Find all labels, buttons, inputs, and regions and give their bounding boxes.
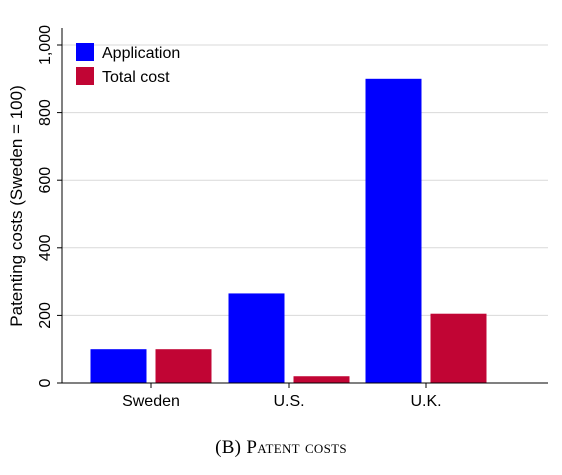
bar-chart: 0 200 400 600 800 1,000 Sweden U.S. U.K. Patent… [7, 25, 548, 410]
bar-sweden-total-cost [155, 349, 212, 383]
y-tick-label: 200 [37, 302, 54, 329]
bar-us-total-cost [293, 376, 350, 383]
x-axis-ticks: Sweden U.S. U.K. [122, 383, 442, 410]
y-tick-label: 1,000 [37, 25, 54, 65]
caption-text: Patent costs [246, 437, 347, 458]
x-tick-label: U.K. [410, 393, 441, 410]
legend-label: Total cost [102, 69, 170, 86]
legend-swatch [76, 67, 94, 85]
bar-uk-total-cost [430, 313, 487, 383]
y-tick-label: 0 [37, 378, 54, 387]
y-axis-ticks: 0 200 400 600 800 1,000 [37, 25, 62, 387]
figure-caption: (B) Patent costs [0, 437, 562, 459]
bar-uk-application [365, 78, 422, 384]
y-tick-label: 400 [37, 234, 54, 261]
y-tick-label: 600 [37, 167, 54, 194]
y-tick-label: 800 [37, 99, 54, 126]
y-axis-label: Patenting costs (Sweden = 100) [7, 85, 26, 326]
bar-sweden-application [90, 349, 147, 383]
x-tick-label: U.S. [273, 393, 304, 410]
caption-prefix: (B) [215, 437, 242, 458]
legend-swatch [76, 43, 94, 61]
bars [90, 78, 487, 384]
legend-label: Application [102, 45, 180, 62]
x-tick-label: Sweden [122, 393, 180, 410]
bar-us-application [228, 293, 285, 383]
legend: Application Total cost [76, 43, 180, 86]
